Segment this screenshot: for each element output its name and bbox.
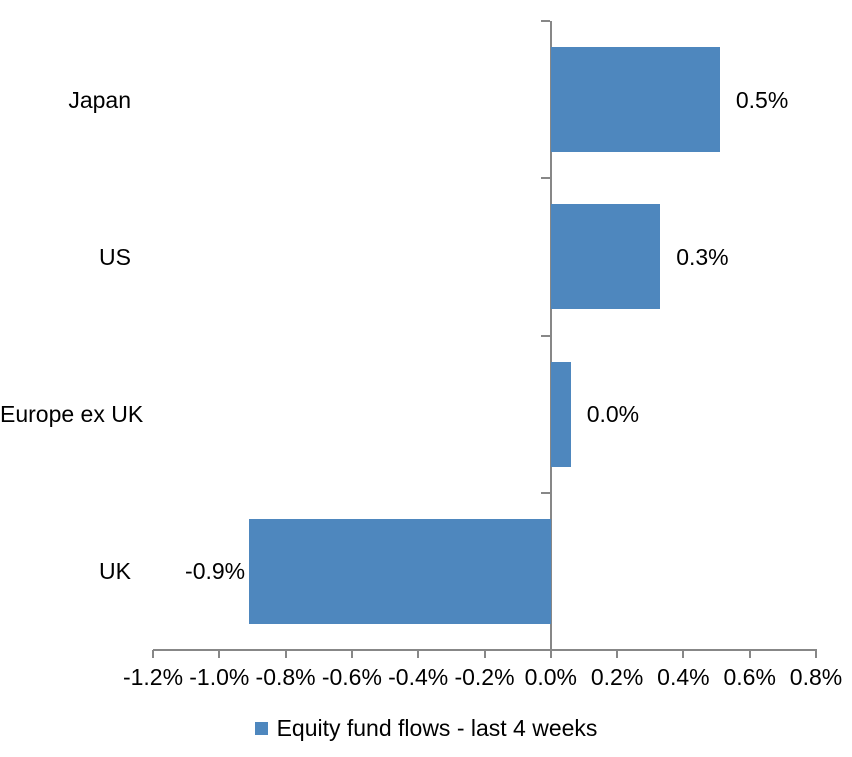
category-axis-line	[549, 21, 552, 651]
category-axis-tick	[540, 177, 550, 180]
x-axis-tick	[284, 650, 287, 658]
bar-japan	[550, 47, 720, 153]
x-axis-tick-label: 0.8%	[789, 664, 843, 690]
data-label-japan: 0.5%	[735, 86, 789, 113]
x-axis-tick	[815, 650, 817, 658]
x-axis-tick	[350, 650, 353, 658]
category-label-us: US	[99, 243, 131, 270]
x-axis-tick-label: -1.2%	[122, 664, 184, 690]
x-axis-tick	[616, 650, 619, 658]
x-axis-tick	[682, 650, 685, 658]
x-axis-tick	[218, 650, 221, 658]
x-axis-tick-label: -0.4%	[388, 664, 449, 690]
x-axis-tick-label: 0.6%	[723, 664, 776, 690]
data-label-europe-ex-uk: 0.0%	[586, 401, 640, 428]
x-axis-tick-label: -0.6%	[321, 664, 382, 690]
category-axis-tick	[540, 20, 550, 22]
x-axis-tick	[549, 650, 552, 658]
x-axis-tick	[152, 650, 154, 658]
x-axis-tick	[417, 650, 420, 658]
category-label-japan: Japan	[68, 86, 131, 113]
category-axis-tick	[540, 649, 550, 651]
bar-us	[550, 204, 661, 310]
category-axis-tick	[540, 334, 550, 337]
legend-label: Equity fund flows - last 4 weeks	[276, 715, 598, 741]
category-label-uk: UK	[99, 558, 131, 585]
legend-swatch-icon	[254, 721, 268, 735]
bar-europe-ex-uk	[550, 361, 571, 467]
x-axis-tick	[748, 650, 751, 658]
category-label-europe-ex-uk: Europe ex UK	[0, 401, 144, 428]
x-axis-tick	[483, 650, 486, 658]
x-axis-tick-label: -0.8%	[255, 664, 316, 690]
x-axis-tick-label: 0.0%	[524, 664, 578, 690]
x-axis-tick-label: -0.2%	[454, 664, 515, 690]
x-axis-tick-label: -1.0%	[189, 664, 250, 690]
x-axis-tick-label: 0.4%	[657, 664, 710, 690]
x-axis-tick-label: 0.2%	[590, 664, 644, 690]
data-label-uk: -0.9%	[185, 558, 246, 585]
data-label-us: 0.3%	[676, 243, 729, 270]
legend: Equity fund flows - last 4 weeks	[0, 712, 852, 744]
bar-uk	[249, 518, 551, 624]
category-axis-tick	[540, 491, 550, 494]
